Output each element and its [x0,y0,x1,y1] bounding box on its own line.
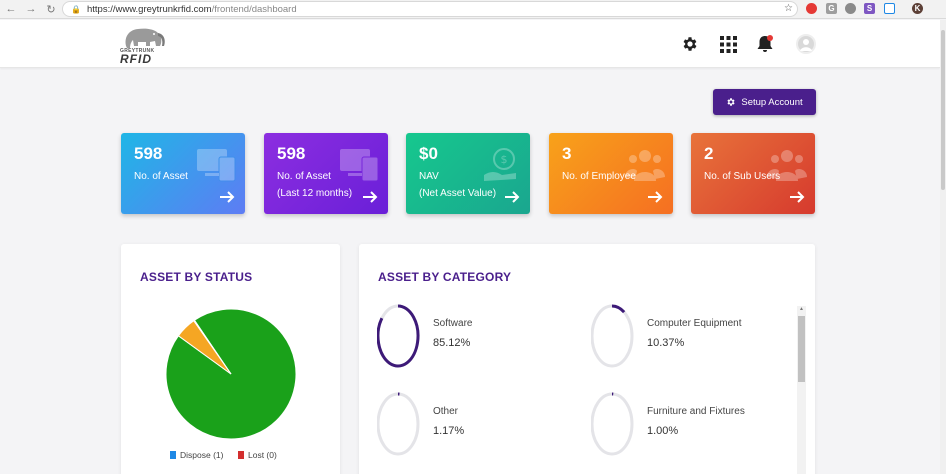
category-ring [591,304,634,368]
users-icon [767,147,807,188]
forward-icon[interactable]: → [25,3,37,15]
legend-label: Lost (0) [248,450,277,460]
panel-title: ASSET BY CATEGORY [378,270,512,284]
reload-icon[interactable]: ↻ [46,3,56,16]
greytrunk-logo[interactable]: GREYTRUNK RFID [120,24,172,66]
stat-label-line1: No. of Asset [277,171,331,182]
logo-text-small: GREYTRUNK [120,48,155,54]
stat-label-line2: (Last 12 months) [277,188,353,199]
page-scrollbar-thumb[interactable] [941,30,945,190]
ring-progress-arc [377,304,420,368]
stat-label-line1: No. of Sub Users [704,171,781,182]
category-percent: 85.12% [433,337,471,349]
stat-label: No. of Sub Users [704,168,780,185]
category-name: Computer Equipment [647,318,742,329]
lock-icon: 🔒 [71,4,81,14]
page-scrollbar[interactable] [940,20,946,474]
category-scrollbar-thumb[interactable] [798,316,805,382]
category-scrollbar[interactable]: ▲ [797,306,806,474]
stat-label-line2: (Net Asset Value) [419,188,497,199]
stat-label: No. of Asset [134,168,188,185]
category-ring [591,392,634,456]
url-host: https://www.greytrunkrfid.com [86,3,212,15]
stat-card-assets-12-months[interactable]: 598 No. of Asset (Last 12 months) [264,133,388,214]
money-hand-icon: $ [482,147,522,188]
pie-slice-dispose[interactable] [193,319,232,375]
stat-card-sub-users[interactable]: 2 No. of Sub Users [691,133,815,214]
gear-icon [727,98,735,106]
stat-value: $0 [419,144,438,163]
url-path: /frontend/dashboard [211,3,297,15]
profile-avatar-icon[interactable]: K [912,3,923,14]
category-percent: 1.17% [433,425,465,437]
asset-by-status-panel: ASSET BY STATUS Dispose (1) Lost (0) [121,244,340,474]
stat-card-employees[interactable]: 3 No. of Employee [549,133,673,214]
category-percent: 1.00% [647,425,679,437]
elephant-logo-icon [125,28,165,48]
category-percent: 10.37% [647,337,685,349]
legend-swatch [238,451,244,459]
stat-card-nav[interactable]: $ $0 NAV (Net Asset Value) [406,133,530,214]
stat-value: 2 [704,144,714,163]
gear-icon[interactable] [680,34,700,54]
people-group-icon [625,147,665,188]
category-ring [377,304,420,368]
category-name: Software [433,318,473,329]
ring-track [591,392,634,456]
category-name: Other [433,406,459,417]
category-ring [377,392,420,456]
stat-label: No. of Employee [562,168,636,185]
svg-text:$: $ [501,153,508,166]
app-header: GREYTRUNK RFID [0,20,940,68]
stat-value: 598 [134,144,163,163]
setup-account-button[interactable]: Setup Account [713,89,816,115]
stat-value: 598 [277,144,306,163]
stat-value: 3 [562,144,572,163]
legend-label: Dispose (1) [180,450,224,460]
ring-track [591,304,634,368]
asset-by-category-panel: ASSET BY CATEGORY Software 85.12% Comput… [359,244,815,474]
stat-label-line1: No. of Asset [134,171,188,182]
arrow-right-icon[interactable] [504,190,520,208]
legend-item-lost[interactable]: Lost (0) [238,450,277,460]
extension-pokeball-icon[interactable] [806,3,817,14]
arrow-right-icon[interactable] [647,190,663,208]
category-name: Furniture and Fixtures [647,406,745,417]
stat-label-line1: No. of Employee [562,171,636,182]
browser-toolbar: ← → ↻ 🔒 https://www.greytrunkrfid.com/fr… [0,0,946,19]
back-icon[interactable]: ← [5,3,17,15]
legend-swatch [170,451,176,459]
user-avatar-icon[interactable] [796,34,816,54]
devices-icon [195,147,237,188]
grid-icon[interactable] [718,34,738,54]
arrow-right-icon[interactable] [219,190,235,208]
extension-g-icon[interactable]: G [826,3,837,14]
devices-icon [338,147,380,188]
ring-progress-arc [611,304,626,314]
stat-label: NAV (Net Asset Value) [419,168,496,202]
logo-text-big: RFID [120,52,152,66]
ring-track [377,392,420,456]
setup-account-label: Setup Account [741,96,803,108]
bell-icon[interactable] [755,34,775,54]
scroll-up-icon[interactable]: ▲ [799,306,804,312]
arrow-right-icon[interactable] [789,190,805,208]
stat-card-assets[interactable]: 598 No. of Asset [121,133,245,214]
panel-title: ASSET BY STATUS [140,270,253,284]
extension-s-icon[interactable]: S [864,3,875,14]
stat-label: No. of Asset (Last 12 months) [277,168,352,202]
stat-label-line1: NAV [419,171,439,182]
address-bar[interactable]: 🔒 https://www.greytrunkrfid.com/frontend… [62,1,798,17]
bookmark-star-icon[interactable]: ☆ [784,3,793,14]
extension-box-icon[interactable] [884,3,895,14]
arrow-right-icon[interactable] [362,190,378,208]
status-pie-chart[interactable] [121,284,340,474]
address-url: https://www.greytrunkrfid.com/frontend/d… [87,4,297,15]
legend-item-dispose[interactable]: Dispose (1) [170,450,223,460]
extension-circle-icon[interactable] [845,3,856,14]
